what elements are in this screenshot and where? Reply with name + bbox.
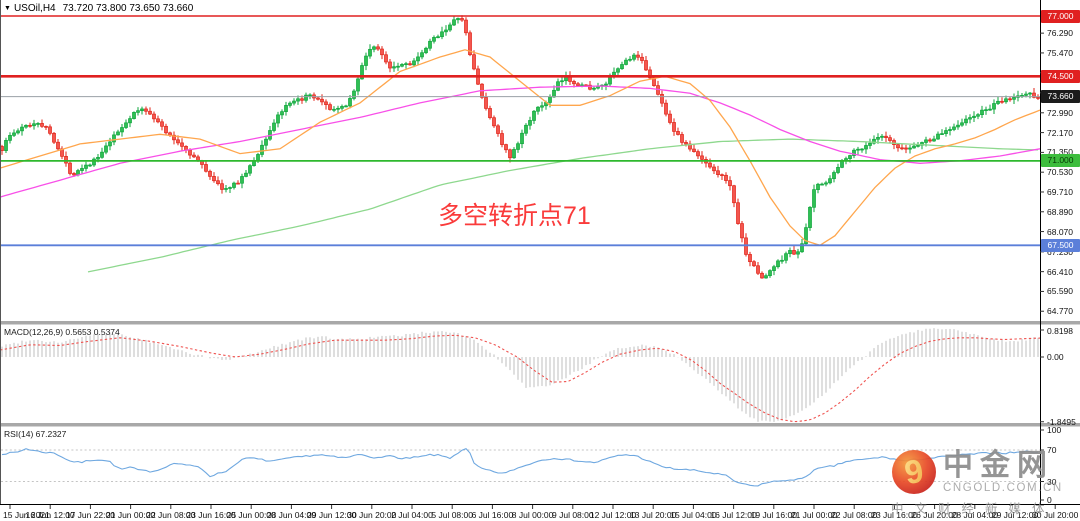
- candles-series: [1, 15, 1040, 279]
- time-tick-label: 13 Jul 20:00: [630, 510, 677, 520]
- price-badge-74500: 74.500: [1041, 69, 1080, 83]
- time-tick-label: 12 Jul 12:00: [589, 510, 637, 520]
- price-badge-67500: 67.500: [1041, 238, 1080, 252]
- time-tick-label: 29 Jul 12:00: [991, 510, 1039, 520]
- price-tick-label: 75.470: [1047, 47, 1073, 58]
- time-tick-label: 6 Jul 16:00: [471, 510, 514, 520]
- rsi-indicator-label: RSI(14) 67.2327: [4, 429, 67, 439]
- price-badge-71000: 71.000: [1041, 154, 1080, 168]
- watermark-tagline: 中文财经新媒体: [891, 502, 1056, 516]
- time-tick-label: 23 Jul 16:00: [871, 510, 918, 520]
- price-tick-label: 67.230: [1047, 246, 1073, 257]
- macd-tick-label: -1.8495: [1047, 416, 1076, 427]
- time-tick-label: 8 Jul 00:00: [511, 510, 554, 520]
- time-tick-label: 22 Jun 08:00: [146, 510, 196, 520]
- horizontal-level-lines[interactable]: [1, 15, 1040, 247]
- chart-annotation-text[interactable]: 多空转折点71: [438, 202, 591, 230]
- time-tick-label: 2 Jul 04:00: [391, 510, 433, 520]
- time-tick-label: 21 Jun 00:00: [106, 510, 156, 520]
- time-tick-label: 15 Jun 2021: [3, 510, 50, 520]
- price-badge-73660: 73.660: [1041, 90, 1080, 104]
- time-tick-label: 29 Jun 12:00: [307, 510, 357, 520]
- watermark: 9 中金网 CNGOLD.COM.CN 中文财经新媒体: [891, 449, 1063, 517]
- macd-tick-label: 0.00: [1047, 352, 1064, 362]
- rsi-tick-label: 0: [1047, 495, 1052, 505]
- rsi-tick-label: 70: [1047, 445, 1057, 455]
- watermark-domain: CNGOLD.COM.CN: [943, 481, 1063, 494]
- price-tick-label: 70.530: [1047, 167, 1073, 178]
- price-tick-label: 69.710: [1047, 186, 1073, 197]
- price-tick-label: 68.890: [1047, 206, 1073, 217]
- time-tick-label: 15 Jul 04:00: [670, 510, 717, 520]
- time-tick-label: 16 Jul 12:00: [710, 510, 757, 520]
- time-tick-label: 25 Jun 00:00: [226, 510, 276, 520]
- time-tick-label: 28 Jun 04:00: [266, 510, 316, 520]
- time-tick-label: 9 Jul 08:00: [552, 510, 594, 520]
- collapse-indicator-icon[interactable]: ▼: [4, 5, 11, 12]
- macd-tick-label: 0.8198: [1047, 326, 1073, 336]
- time-tick-label: 17 Jun 22:00: [65, 510, 115, 520]
- watermark-brand: 中金网: [943, 448, 1054, 482]
- time-tick-label: 21 Jul 00:00: [790, 510, 838, 520]
- time-tick-label: 19 Jul 16:00: [750, 510, 797, 520]
- chart-title: ▼ USOil,H4 73.720 73.800 73.650 73.660: [4, 3, 193, 14]
- price-tick-label: 72.170: [1047, 127, 1073, 138]
- macd-pane[interactable]: [0, 328, 1040, 423]
- ohlc-values: 73.720 73.800 73.650 73.660: [62, 3, 194, 14]
- time-tick-label: 23 Jun 16:00: [186, 510, 236, 520]
- rsi-tick-label: 100: [1047, 425, 1062, 435]
- price-tick-label: 65.590: [1047, 286, 1073, 297]
- rsi-tick-label: 30: [1047, 476, 1057, 487]
- price-tick-label: 72.990: [1047, 107, 1073, 118]
- rsi-pane[interactable]: [1, 447, 1040, 487]
- cngold-logo-icon: 9: [892, 450, 936, 494]
- price-tick-label: 76.290: [1047, 28, 1073, 39]
- symbol-timeframe-label: USOil,H4: [13, 3, 56, 14]
- time-tick-label: 26 Jul 20:00: [911, 510, 958, 520]
- price-tick-label: 71.350: [1047, 147, 1073, 158]
- price-tick-label: 66.410: [1047, 266, 1073, 277]
- time-tick-label: 16 Jun 12:00: [25, 510, 75, 520]
- macd-indicator-label: MACD(12,26,9) 0.5653 0.5374: [4, 327, 120, 337]
- time-tick-marks: [9, 505, 1056, 509]
- time-tick-label: 30 Jun 20:00: [347, 510, 397, 520]
- time-tick-label: 5 Jul 08:00: [431, 510, 473, 520]
- price-tick-label: 68.070: [1047, 226, 1073, 237]
- price-badge-77000: 77.000: [1041, 9, 1080, 23]
- time-tick-label: 28 Jul 04:00: [951, 510, 998, 520]
- price-tick-label: 64.770: [1047, 306, 1073, 317]
- time-tick-label: 30 Jul 20:00: [1032, 510, 1079, 520]
- pane-borders: [0, 0, 1080, 505]
- time-tick-label: 22 Jul 08:00: [831, 510, 878, 520]
